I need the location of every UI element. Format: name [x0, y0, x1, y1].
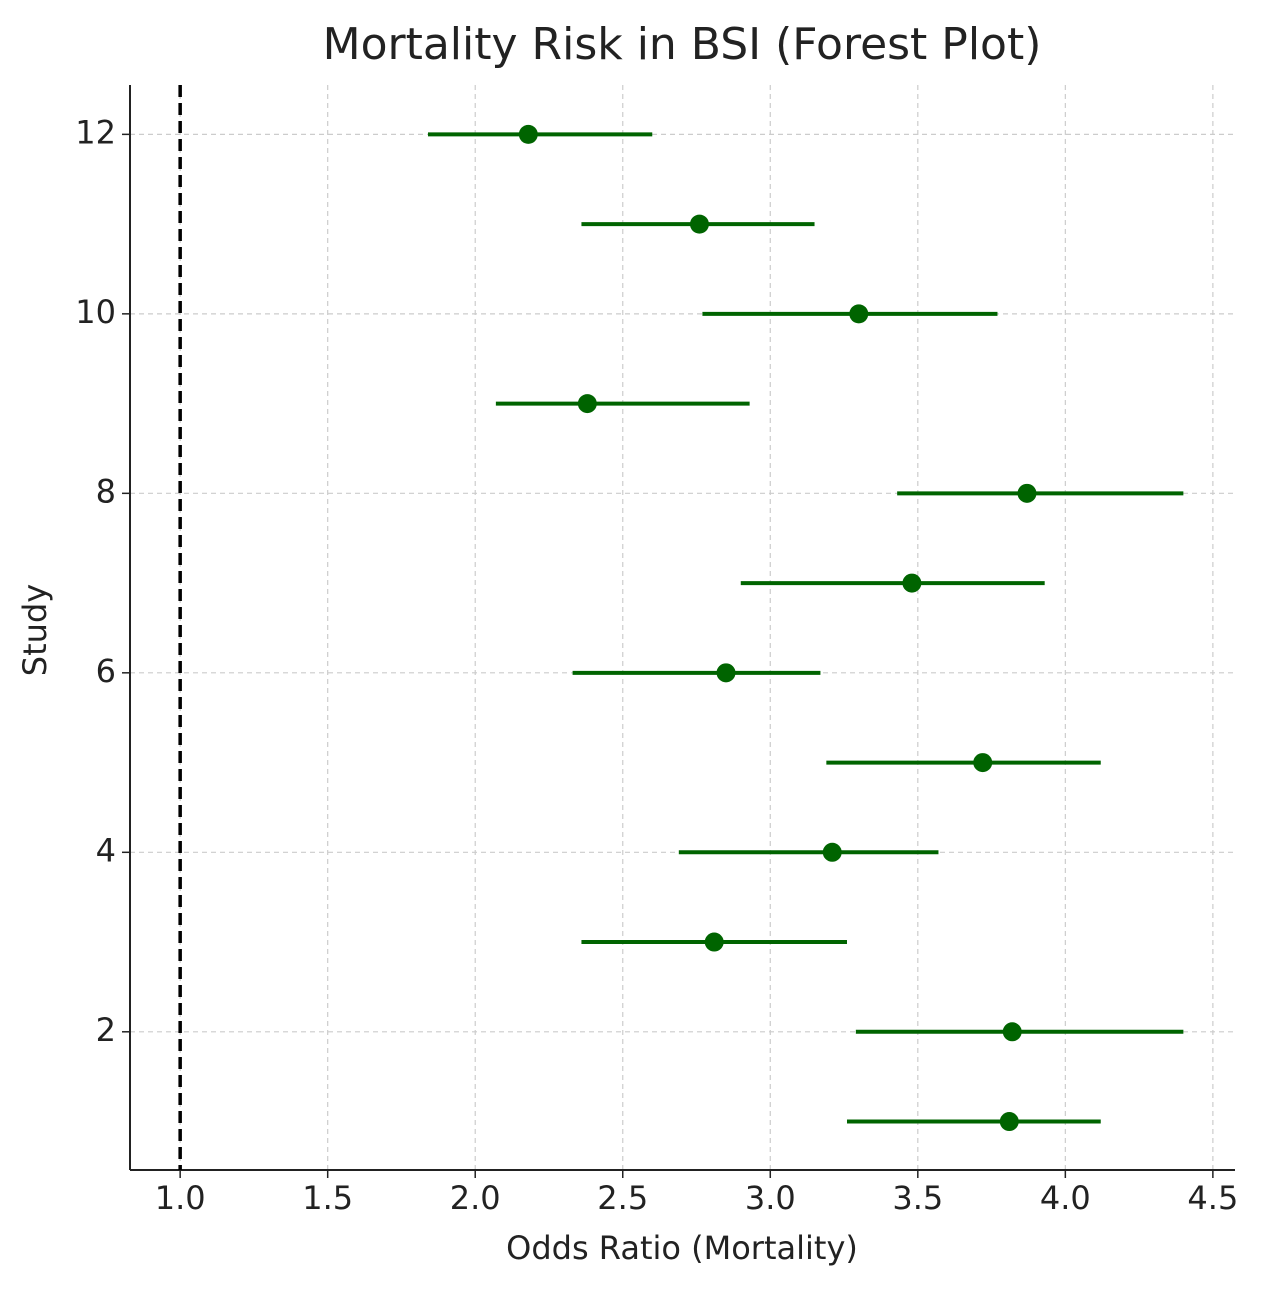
y-tick-label: 12 [75, 113, 116, 151]
y-tick-label: 10 [75, 293, 116, 331]
point-estimate [973, 753, 993, 773]
point-estimate [849, 304, 869, 324]
y-axis-label: Study [16, 584, 54, 676]
point-estimate [577, 394, 597, 414]
x-tick-label: 1.5 [302, 1179, 353, 1217]
point-estimate [999, 1112, 1019, 1132]
point-estimate [689, 214, 709, 234]
y-tick-label: 6 [96, 652, 116, 690]
chart-title: Mortality Risk in BSI (Forest Plot) [323, 19, 1042, 70]
x-axis-label: Odds Ratio (Mortality) [506, 1229, 858, 1267]
y-tick-label: 8 [96, 472, 116, 510]
y-tick-label: 2 [96, 1011, 116, 1049]
point-estimate [822, 842, 842, 862]
x-tick-label: 2.0 [450, 1179, 501, 1217]
x-tick-label: 4.5 [1187, 1179, 1238, 1217]
y-tick-label: 4 [96, 831, 116, 869]
x-tick-label: 4.0 [1040, 1179, 1091, 1217]
x-tick-label: 2.5 [597, 1179, 648, 1217]
x-tick-label: 1.0 [155, 1179, 206, 1217]
point-estimate [1017, 483, 1037, 503]
point-estimate [716, 663, 736, 683]
point-estimate [704, 932, 724, 952]
x-tick-label: 3.0 [745, 1179, 796, 1217]
point-estimate [518, 124, 538, 144]
point-estimate [902, 573, 922, 593]
point-estimate [1002, 1022, 1022, 1042]
x-tick-label: 3.5 [892, 1179, 943, 1217]
